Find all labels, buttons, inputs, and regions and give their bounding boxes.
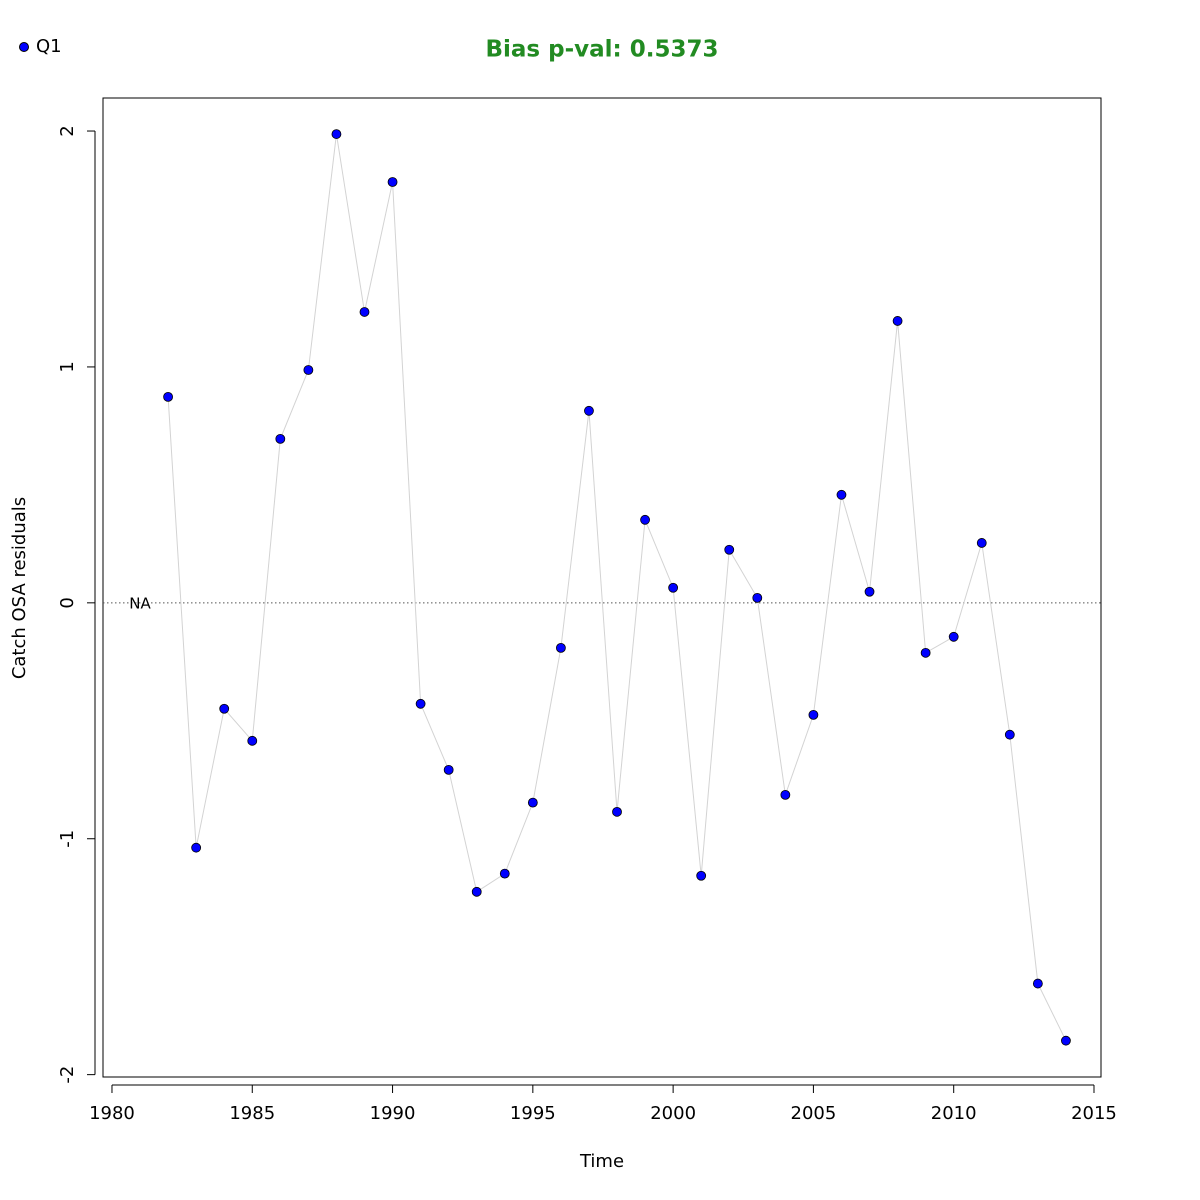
legend-label: Q1 bbox=[36, 36, 62, 57]
annotation: NA bbox=[129, 594, 151, 612]
x-tick-label: 1995 bbox=[510, 1103, 556, 1124]
x-tick-label: 1990 bbox=[370, 1103, 416, 1124]
point bbox=[359, 307, 370, 317]
point bbox=[780, 789, 791, 800]
point bbox=[555, 642, 566, 653]
point bbox=[1032, 978, 1043, 989]
point bbox=[247, 735, 258, 746]
point bbox=[724, 544, 735, 555]
x-tick-label: 2005 bbox=[791, 1103, 837, 1124]
x-tick-label: 2000 bbox=[650, 1103, 696, 1124]
point bbox=[864, 586, 875, 597]
point bbox=[163, 391, 173, 402]
x-tick-label: 1985 bbox=[229, 1103, 275, 1124]
point bbox=[415, 698, 426, 709]
plot-frame bbox=[102, 97, 1102, 1078]
y-axis-label: Catch OSA residuals bbox=[9, 497, 30, 679]
x-axis-label: Time bbox=[579, 1151, 624, 1172]
point bbox=[471, 886, 482, 897]
point bbox=[303, 365, 314, 375]
point bbox=[892, 316, 903, 326]
point bbox=[275, 433, 286, 444]
point bbox=[976, 538, 987, 548]
point bbox=[920, 647, 931, 658]
x-tick-label: 1980 bbox=[89, 1103, 135, 1124]
point bbox=[527, 797, 538, 808]
point bbox=[191, 842, 202, 853]
point bbox=[668, 582, 679, 593]
point bbox=[219, 703, 230, 714]
y-tick-label: 2 bbox=[57, 125, 78, 136]
chart-title: Bias p-val: 0.5373 bbox=[486, 37, 719, 63]
point bbox=[640, 514, 650, 525]
point bbox=[696, 870, 707, 881]
point bbox=[836, 489, 847, 500]
y-tick-label: -2 bbox=[57, 1066, 78, 1084]
point bbox=[752, 592, 763, 603]
point bbox=[808, 709, 819, 720]
x-tick-label: 2010 bbox=[931, 1103, 977, 1124]
point bbox=[1061, 1035, 1071, 1046]
legend-marker bbox=[19, 42, 29, 52]
x-tick-label: 2015 bbox=[1071, 1103, 1117, 1124]
series-line bbox=[167, 134, 1067, 1041]
point bbox=[443, 764, 454, 775]
point bbox=[612, 806, 622, 817]
y-tick-label: 1 bbox=[57, 361, 78, 372]
point bbox=[1004, 729, 1015, 740]
y-tick-label: -1 bbox=[57, 830, 78, 848]
point bbox=[499, 868, 510, 879]
point bbox=[584, 405, 594, 416]
point bbox=[948, 631, 959, 642]
point bbox=[387, 177, 398, 187]
point bbox=[331, 129, 342, 139]
y-tick-label: 0 bbox=[57, 597, 78, 608]
